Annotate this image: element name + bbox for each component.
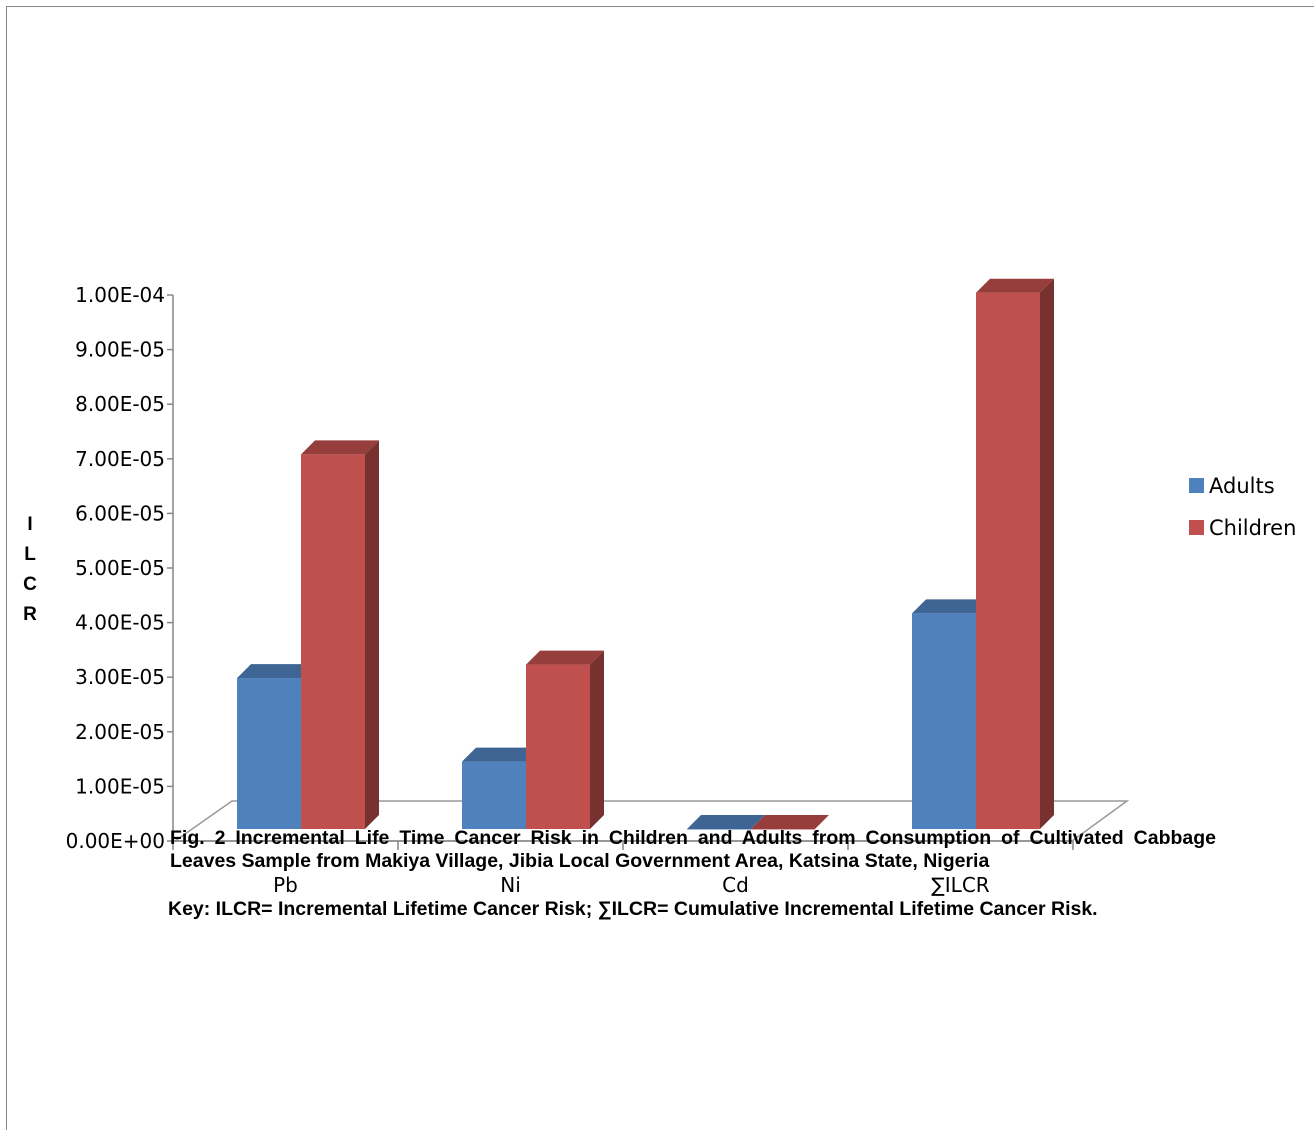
bar-side	[1040, 278, 1054, 829]
x-tick-label: ∑ILCR	[931, 873, 989, 897]
bar-top	[751, 815, 829, 829]
figure-caption: Fig. 2 Incremental Life Time Cancer Risk…	[170, 827, 1216, 872]
bar-top	[912, 599, 990, 614]
y-axis-label-letter: I	[27, 514, 32, 535]
y-axis-label-letter: R	[23, 604, 37, 625]
y-tick-label: 0.00E+00	[66, 829, 165, 853]
bar-children-0	[301, 440, 379, 829]
bar-top	[687, 815, 765, 829]
ilcr-bar-chart: 0.00E+00 1.00E-05 2.00E-05 3.00E-05 4.00E-05…	[23, 278, 1296, 897]
bar-front	[976, 292, 1040, 829]
legend-swatch-children	[1189, 520, 1204, 535]
x-tick-label: Pb	[273, 873, 298, 897]
y-tick-label: 1.00E-05	[75, 774, 165, 798]
legend-label-adults: Adults	[1209, 474, 1275, 498]
x-tick-label: Cd	[722, 873, 749, 897]
y-axis-label-letter: L	[24, 544, 36, 565]
bar-top	[462, 747, 540, 762]
legend-label-children: Children	[1209, 516, 1296, 540]
y-tick-label: 6.00E-05	[75, 501, 165, 525]
bar-top	[976, 278, 1054, 293]
bar-adults-2	[687, 815, 765, 830]
bar-front	[526, 664, 590, 829]
bar-top	[526, 650, 604, 665]
legend-swatch-adults	[1189, 478, 1204, 493]
bar-front	[462, 761, 526, 829]
y-axis-label-letter: C	[23, 574, 37, 595]
bar-children-2	[751, 815, 829, 830]
bar-top	[237, 664, 315, 679]
chart-bars	[237, 278, 1054, 830]
figure-key: Key: ILCR= Incremental Lifetime Cancer R…	[168, 898, 1098, 920]
y-tick-label: 3.00E-05	[75, 665, 165, 689]
bar-front	[687, 829, 751, 830]
bar-front	[912, 613, 976, 829]
y-tick-label: 2.00E-05	[75, 720, 165, 744]
y-tick-label: 8.00E-05	[75, 392, 165, 416]
y-tick-label: 1.00E-04	[75, 283, 165, 307]
y-tick-label: 9.00E-05	[75, 338, 165, 362]
bar-front	[751, 829, 815, 830]
bar-side	[590, 650, 604, 829]
bar-front	[301, 454, 365, 829]
bar-front	[237, 678, 301, 829]
bar-children-3	[976, 278, 1054, 829]
y-axis-label: ILCR	[23, 514, 37, 625]
y-tick-label: 5.00E-05	[75, 556, 165, 580]
chart-axes: 0.00E+00 1.00E-05 2.00E-05 3.00E-05 4.00E-05…	[66, 283, 1074, 897]
bar-side	[365, 440, 379, 829]
bar-top	[301, 440, 379, 455]
bar-children-1	[526, 650, 604, 829]
y-tick-label: 4.00E-05	[75, 611, 165, 635]
chart-legend: Adults Children	[1189, 474, 1296, 540]
figure-frame	[6, 6, 1314, 1130]
x-tick-label: Ni	[500, 873, 521, 897]
y-tick-label: 7.00E-05	[75, 447, 165, 471]
